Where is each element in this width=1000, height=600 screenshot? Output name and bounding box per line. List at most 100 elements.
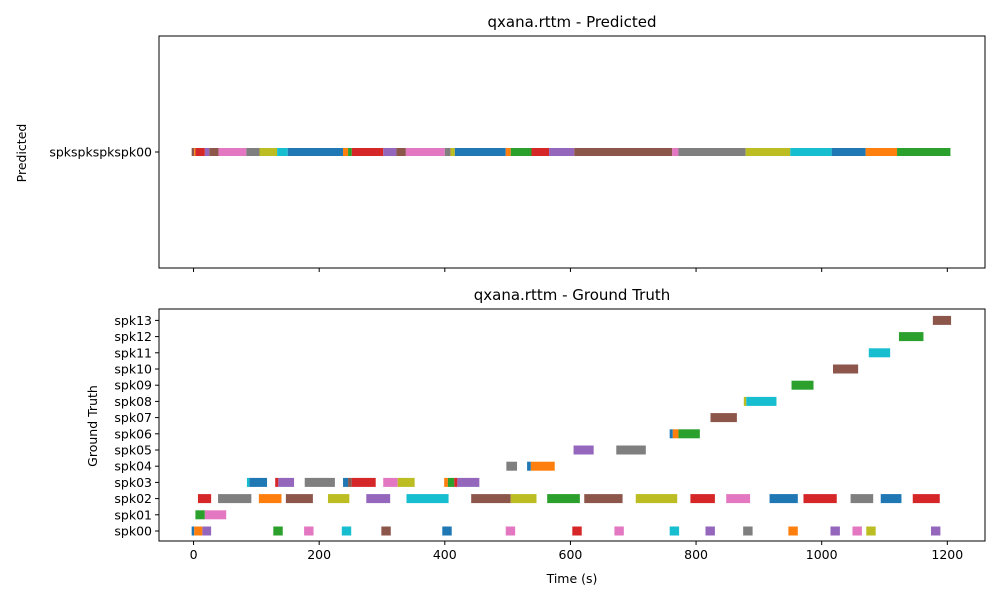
predicted-axes-frame	[158, 35, 986, 269]
predicted-segment-16	[444, 148, 451, 156]
ground-truth-segment-42	[275, 477, 279, 487]
ground-truth-segment-54	[506, 461, 518, 471]
ground-truth-xtick-label-0: 0	[190, 547, 198, 562]
ground-truth-segment-69	[932, 315, 952, 325]
ground-truth-segment-61	[678, 429, 700, 439]
ground-truth-xtick-label-1: 200	[307, 547, 331, 562]
ground-truth-xtick-label-5: 1000	[806, 547, 838, 562]
ground-truth-panel: qxana.rttm - Ground Truth Ground Truth T…	[85, 286, 986, 586]
ground-truth-segment-60	[672, 429, 679, 439]
predicted-segment-18	[454, 148, 506, 156]
predicted-segment-3	[204, 148, 210, 156]
predicted-segment-25	[678, 148, 746, 156]
ground-truth-segment-31	[584, 494, 623, 504]
predicted-segment-30	[897, 148, 951, 156]
predicted-panel: qxana.rttm - Predicted Predicted spkspks…	[14, 13, 986, 272]
ground-truth-segment-0	[191, 526, 195, 536]
ground-truth-segment-38	[880, 494, 902, 504]
ground-truth-segment-47	[351, 477, 376, 487]
predicted-segment-9	[287, 148, 344, 156]
ground-truth-segment-20	[204, 510, 227, 520]
ground-truth-segment-18	[930, 526, 941, 536]
predicted-segment-12	[351, 148, 384, 156]
ground-truth-xticks: 0 200 400 600 800 1000 1200	[190, 541, 963, 562]
ground-truth-segment-8	[505, 526, 516, 536]
predicted-segment-23	[574, 148, 673, 156]
ground-truth-segment-13	[743, 526, 753, 536]
ground-truth-ytick-label-12: spk12	[114, 329, 152, 344]
ground-truth-ytick-label-5: spk05	[114, 443, 152, 458]
ground-truth-segment-44	[304, 477, 335, 487]
ground-truth-segment-65	[791, 380, 814, 390]
ground-truth-ytick-label-8: spk08	[114, 394, 152, 409]
predicted-segment-21	[531, 148, 550, 156]
ground-truth-segment-1	[194, 526, 203, 536]
ground-truth-segment-40	[246, 477, 250, 487]
ground-truth-ytick-label-13: spk13	[114, 313, 152, 328]
ground-truth-segment-51	[447, 477, 455, 487]
ground-truth-ytick-label-2: spk02	[114, 491, 152, 506]
predicted-title: qxana.rttm - Predicted	[488, 13, 657, 31]
predicted-segment-26	[745, 148, 791, 156]
ground-truth-segment-15	[830, 526, 840, 536]
ground-truth-segments	[191, 315, 952, 536]
predicted-segment-11	[348, 148, 352, 156]
ground-truth-ytick-label-4: spk04	[114, 459, 152, 474]
ground-truth-xtick-label-6: 1200	[931, 547, 963, 562]
predicted-segment-14	[396, 148, 406, 156]
ground-truth-segment-39	[912, 494, 940, 504]
ground-truth-segment-27	[406, 494, 449, 504]
ground-truth-ytick-label-10: spk10	[114, 362, 152, 377]
predicted-segment-5	[218, 148, 247, 156]
ground-truth-segment-41	[249, 477, 268, 487]
predicted-segment-22	[549, 148, 575, 156]
ground-truth-segment-30	[547, 494, 580, 504]
ground-truth-segment-4	[304, 526, 314, 536]
ground-truth-ytick-label-7: spk07	[114, 410, 152, 425]
predicted-segment-15	[405, 148, 445, 156]
ground-truth-ytick-label-1: spk01	[114, 507, 152, 522]
ground-truth-segment-14	[788, 526, 798, 536]
predicted-segment-8	[277, 148, 288, 156]
predicted-segments	[191, 148, 951, 156]
predicted-ytick-label-0: spkspkspkspk00	[49, 145, 152, 160]
ground-truth-segment-34	[726, 494, 751, 504]
predicted-segment-20	[510, 148, 532, 156]
predicted-segment-27	[790, 148, 832, 156]
ground-truth-segment-35	[769, 494, 798, 504]
predicted-segment-4	[209, 148, 219, 156]
predicted-xticks	[193, 268, 948, 272]
predicted-segment-19	[505, 148, 511, 156]
ground-truth-segment-9	[572, 526, 582, 536]
ground-truth-xtick-label-3: 600	[559, 547, 583, 562]
ground-truth-segment-55	[527, 461, 531, 471]
predicted-yticks: spkspkspkspk00	[49, 145, 159, 160]
ground-truth-segment-52	[454, 477, 458, 487]
ground-truth-ytick-label-11: spk11	[114, 345, 152, 360]
ground-truth-xtick-label-4: 800	[684, 547, 708, 562]
predicted-segment-29	[865, 148, 898, 156]
predicted-segment-1	[194, 148, 196, 156]
ground-truth-segment-11	[669, 526, 680, 536]
ground-truth-segment-17	[866, 526, 876, 536]
ground-truth-segment-5	[341, 526, 352, 536]
ground-truth-segment-37	[850, 494, 874, 504]
ground-truth-segment-10	[614, 526, 624, 536]
ground-truth-segment-46	[348, 477, 352, 487]
ground-truth-segment-59	[669, 429, 673, 439]
predicted-ylabel: Predicted	[14, 124, 29, 183]
ground-truth-segment-53	[457, 477, 480, 487]
ground-truth-segment-12	[705, 526, 715, 536]
ground-truth-axes-frame	[158, 308, 986, 542]
ground-truth-segment-63	[743, 396, 747, 406]
ground-truth-segment-19	[195, 510, 205, 520]
ground-truth-segment-3	[273, 526, 283, 536]
ground-truth-xtick-label-2: 400	[433, 547, 457, 562]
ground-truth-segment-23	[258, 494, 282, 504]
ground-truth-ytick-label-3: spk03	[114, 475, 152, 490]
predicted-segment-13	[383, 148, 397, 156]
predicted-segment-6	[246, 148, 260, 156]
ground-truth-ytick-label-6: spk06	[114, 426, 152, 441]
ground-truth-segment-33	[690, 494, 715, 504]
